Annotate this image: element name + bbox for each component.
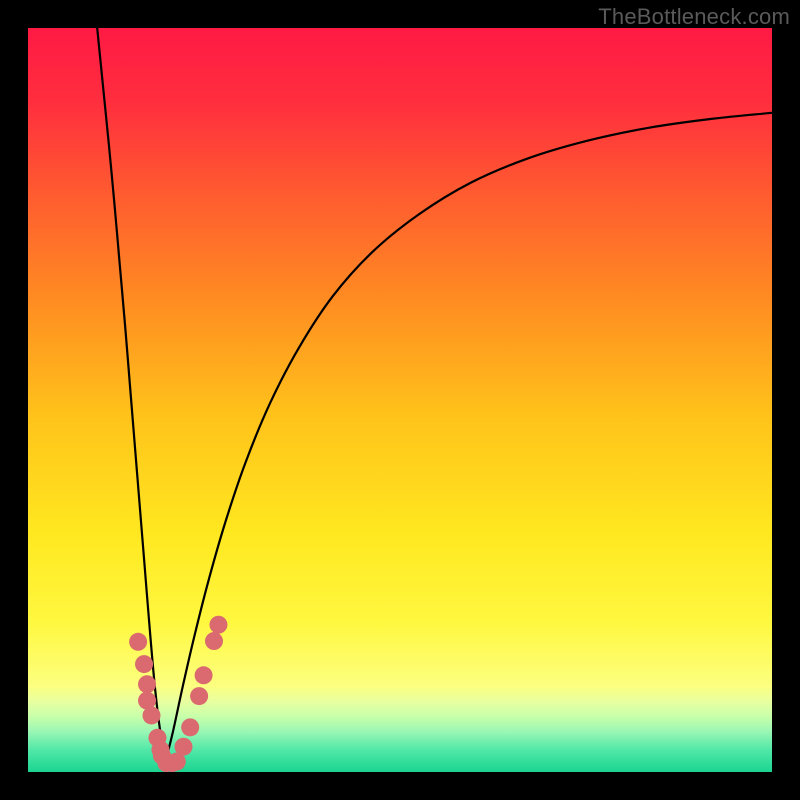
- watermark-text: TheBottleneck.com: [598, 4, 790, 30]
- curve-marker: [181, 718, 199, 736]
- curve-marker: [195, 666, 213, 684]
- curve-marker: [190, 687, 208, 705]
- curve-marker: [143, 706, 161, 724]
- curve-marker: [175, 738, 193, 756]
- curve-marker: [205, 632, 223, 650]
- curve-marker: [209, 616, 227, 634]
- curve-marker: [135, 655, 153, 673]
- chart-stage: TheBottleneck.com: [0, 0, 800, 800]
- chart-svg: [0, 0, 800, 800]
- curve-marker: [138, 675, 156, 693]
- curve-marker: [129, 633, 147, 651]
